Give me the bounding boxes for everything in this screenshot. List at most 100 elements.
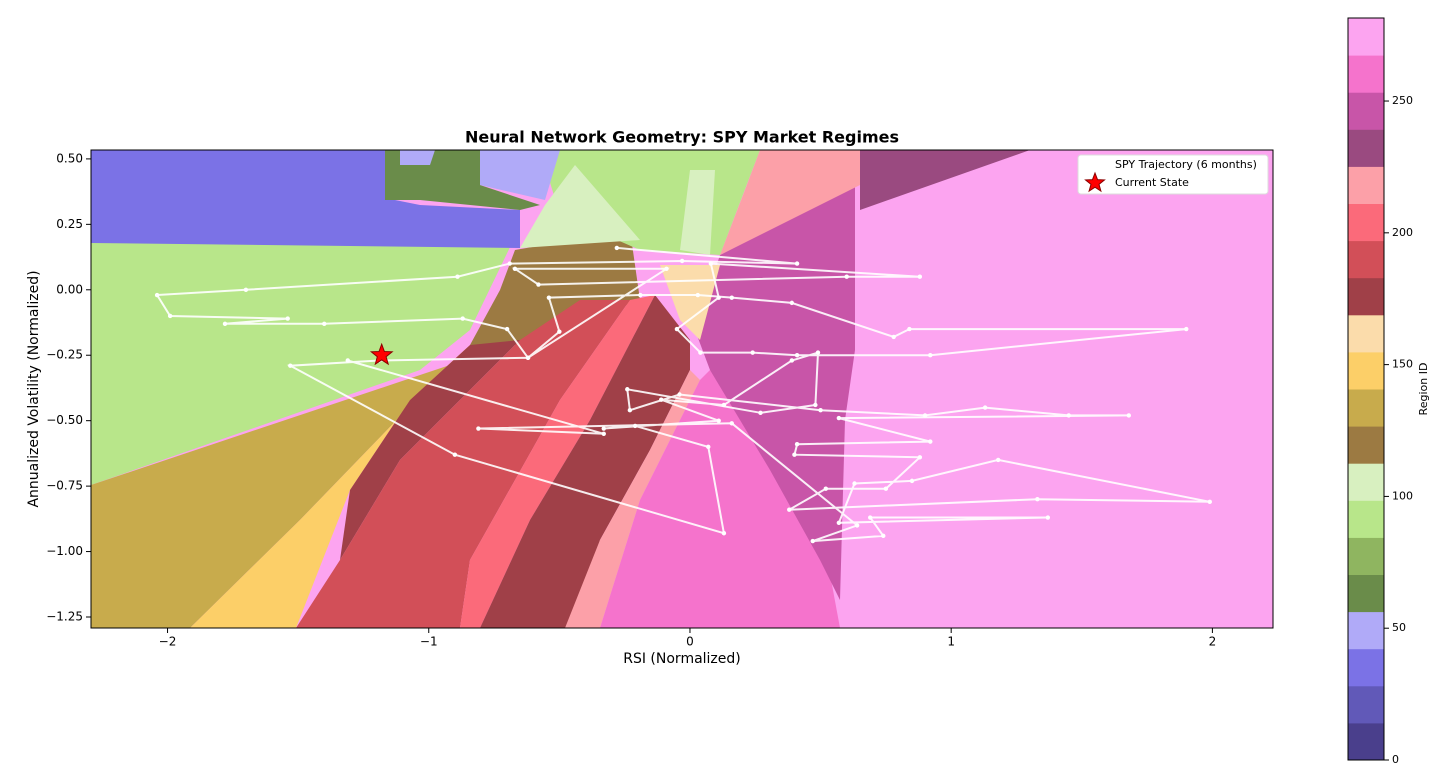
trajectory-point <box>322 321 327 327</box>
trajectory-point <box>794 442 800 447</box>
trajectory-point <box>928 439 933 444</box>
trajectory-point <box>708 261 714 266</box>
trajectory-point <box>810 538 815 544</box>
region <box>91 150 520 248</box>
trajectory-point <box>852 481 857 486</box>
trajectory-point <box>452 452 458 457</box>
region <box>720 150 860 255</box>
trajectory-point <box>525 355 531 361</box>
colorbar-tick-label: 150 <box>1392 358 1413 371</box>
region <box>296 300 630 628</box>
trajectory-point <box>729 421 734 426</box>
colorbar-label: Region ID <box>1417 363 1430 416</box>
colorbar-band <box>1348 648 1384 687</box>
x-tick-label: −1 <box>420 635 438 649</box>
colorbar-band <box>1348 685 1384 724</box>
colorbar-band <box>1348 92 1384 130</box>
trajectory-point <box>1045 515 1051 520</box>
trajectory-point <box>557 329 562 334</box>
region <box>480 150 560 200</box>
trajectory-point <box>674 326 680 332</box>
trajectory-point <box>698 350 703 355</box>
trajectory-point <box>664 266 669 272</box>
colorbar-band <box>1348 129 1384 167</box>
region <box>460 295 655 628</box>
trajectory-point <box>504 326 510 332</box>
trajectory-point <box>792 452 797 457</box>
y-tick-label: −0.25 <box>46 348 83 362</box>
trajectory-point <box>909 478 915 484</box>
region <box>470 230 640 345</box>
trajectory-point <box>1126 413 1132 418</box>
y-tick-label: −1.25 <box>46 610 83 624</box>
y-tick-label: 0.50 <box>56 151 83 165</box>
legend-label: SPY Trajectory (6 months) <box>1115 158 1257 171</box>
region <box>400 150 435 165</box>
trajectory-point <box>601 426 606 431</box>
trajectory-point <box>222 321 228 327</box>
region-map <box>91 150 1273 628</box>
trajectory-point <box>750 350 755 355</box>
trajectory-point <box>154 292 160 298</box>
trajectory-point <box>345 358 350 363</box>
trajectory-point <box>285 316 290 321</box>
colorbar: 0 50 100 150 200 250 <box>1347 17 1413 766</box>
chart-title: Neural Network Geometry: SPY Market Regi… <box>465 128 899 147</box>
trajectory-point <box>638 292 643 298</box>
x-tick-label: 0 <box>686 635 694 649</box>
colorbar-band <box>1348 611 1384 650</box>
trajectory-point <box>982 405 988 410</box>
trajectory-point <box>627 408 633 413</box>
trajectory-point <box>794 261 800 266</box>
colorbar-band <box>1348 574 1384 613</box>
trajectory-point <box>721 531 727 536</box>
trajectory-point <box>507 261 512 266</box>
y-tick-label: −1.00 <box>46 544 83 558</box>
colorbar-band <box>1348 426 1384 464</box>
colorbar-band <box>1348 463 1384 501</box>
trajectory-point <box>854 523 860 528</box>
y-tick-label: −0.75 <box>46 479 83 493</box>
y-axis-label: Annualized Volatility (Normalized) <box>26 270 42 507</box>
colorbar-frame <box>1347 17 1385 761</box>
region <box>520 165 640 248</box>
trajectory-point <box>455 274 460 279</box>
trajectory-point <box>1066 413 1071 418</box>
trajectory-point <box>787 507 792 512</box>
colorbar-tick-label: 50 <box>1392 621 1406 634</box>
colorbar-band <box>1348 722 1384 761</box>
x-tick-label: 1 <box>947 635 955 649</box>
plot-frame <box>90 149 1274 629</box>
region <box>600 370 840 628</box>
trajectory-point <box>536 282 541 287</box>
trajectory-point <box>868 515 873 520</box>
trajectory-point <box>813 402 818 408</box>
trajectory-point <box>601 431 606 436</box>
x-axis-label: RSI (Normalized) <box>623 651 741 667</box>
region <box>480 295 690 628</box>
trajectory-point <box>1035 497 1040 502</box>
trajectory-point <box>794 353 800 358</box>
trajectory-point <box>818 408 823 413</box>
colorbar-band <box>1348 314 1384 353</box>
trajectory-point <box>891 334 896 340</box>
colorbar-band <box>1348 18 1384 56</box>
trajectory-point <box>716 418 721 423</box>
trajectory-point <box>625 387 630 392</box>
colorbar-band <box>1348 500 1384 538</box>
colorbar-band <box>1348 537 1384 575</box>
colorbar-tick-label: 0 <box>1392 753 1399 766</box>
colorbar-tick-label: 100 <box>1392 489 1413 502</box>
trajectory-point <box>922 413 928 418</box>
x-tick-label: 2 <box>1209 635 1217 649</box>
legend-label: Current State <box>1115 176 1189 189</box>
colorbar-tick-label: 250 <box>1392 94 1413 107</box>
region <box>91 243 512 485</box>
trajectory-point <box>917 274 923 279</box>
colorbar-band <box>1348 166 1384 204</box>
trajectory-point <box>883 486 889 491</box>
trajectory-point <box>632 423 638 429</box>
trajectory-point <box>881 533 886 539</box>
region <box>860 150 1030 210</box>
